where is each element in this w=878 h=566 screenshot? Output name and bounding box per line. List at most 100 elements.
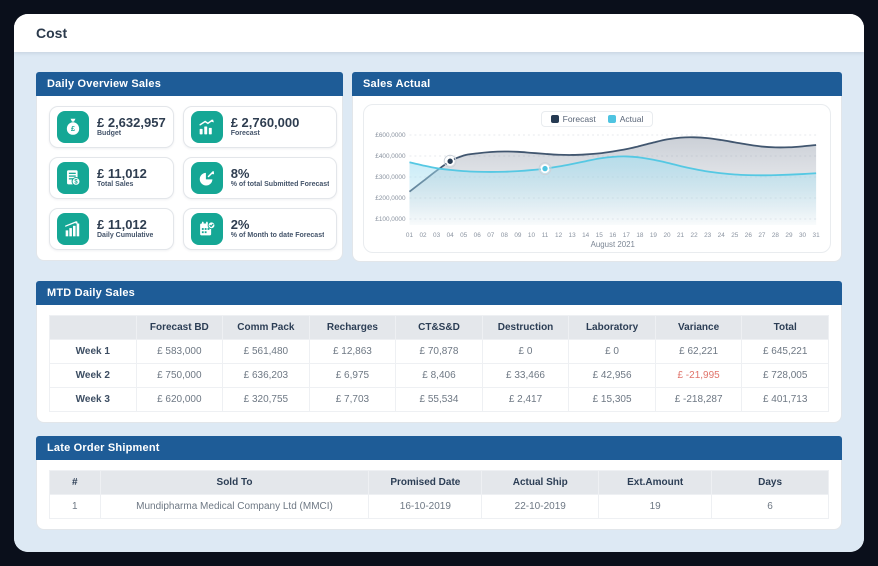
legend-swatch-forecast (550, 115, 559, 123)
mtd-column-header: Comm Pack (222, 315, 310, 340)
kpi-text: £ 11,012 Daily Cumulative (97, 218, 153, 241)
x-axis-tick-label: 17 (623, 232, 631, 239)
x-axis-tick-label: 25 (731, 232, 739, 239)
invoice-icon: $ (57, 162, 89, 194)
mtd-cell: £ 561,480 (222, 339, 310, 364)
late-column-header: Ext.Amount (598, 470, 713, 495)
y-axis-tick-label: £200,0000 (375, 195, 406, 202)
late-cell: 1 (49, 494, 101, 519)
mtd-cell: £ 0 (568, 339, 656, 364)
x-axis-tick-label: 22 (691, 232, 699, 239)
mtd-cell: £ 6,975 (308, 363, 397, 388)
mtd-cell: £ 8,406 (395, 363, 483, 388)
kpi-card-budget: £ £ 2,632,957 Budget (49, 106, 174, 148)
legend-item-forecast[interactable]: Forecast (550, 114, 596, 124)
kpi-card-forecast: £ 2,760,000 Forecast (182, 106, 338, 148)
late-cell: 22-10-2019 (481, 494, 600, 519)
mtd-cell: £ 55,534 (395, 387, 483, 412)
kpi-value: £ 11,012 (97, 217, 147, 232)
forecast-line (408, 136, 817, 193)
mtd-cell: £ 62,221 (654, 339, 743, 364)
x-axis-tick-label: 18 (636, 232, 644, 239)
kpi-value: £ 11,012 (97, 166, 147, 181)
y-axis-tick-label: £400,0000 (375, 153, 406, 160)
mtd-cell: £ 750,000 (135, 363, 224, 388)
pie-arrow-icon (190, 162, 223, 194)
sales-chart: Forecast Actual £600,0000 £400,0000 £300,00… (363, 104, 831, 253)
legend-label: Forecast (562, 114, 596, 124)
mtd-cell: £ -21,995 (654, 363, 743, 388)
mtd-cell: £ 583,000 (135, 339, 224, 364)
dashboard-page: Cost Daily Overview Sales £ £ 2,632,957 Bu… (14, 14, 864, 552)
mtd-column-header: Forecast BD (135, 315, 224, 340)
actual-marker[interactable] (540, 164, 550, 174)
mtd-cell: £ 15,305 (568, 387, 656, 412)
x-axis-tick-label: 06 (474, 232, 482, 239)
mtd-cell: £ 645,221 (741, 339, 829, 364)
x-axis-title: August 2021 (591, 240, 636, 249)
content-area: Daily Overview Sales £ £ 2,632,957 Budget £… (14, 52, 864, 552)
late-column-header: Sold To (99, 470, 370, 495)
x-axis-tick-label: 31 (813, 232, 821, 239)
kpi-label: Forecast (230, 130, 260, 138)
x-axis-tick-label: 21 (677, 232, 685, 239)
mtd-column-header: Laboratory (568, 315, 656, 340)
late-column-header: Promised Date (368, 470, 483, 495)
mtd-cell: £ 0 (481, 339, 570, 364)
panel-sales-actual: Sales Actual Forecast Actual £600,0000 £40… (352, 72, 842, 262)
panel-daily-overview-title: Daily Overview Sales (36, 72, 343, 96)
top-row: Daily Overview Sales £ £ 2,632,957 Budget £… (36, 72, 842, 262)
x-axis-tick-label: 19 (650, 232, 658, 239)
x-axis-tick-label: 23 (704, 232, 712, 239)
mtd-cell: £ 401,713 (741, 387, 829, 412)
mtd-cell: £ 620,000 (135, 387, 224, 412)
late-cell: 16-10-2019 (368, 494, 483, 519)
late-column-header: Days (711, 470, 829, 495)
x-axis-tick-label: 30 (799, 232, 807, 239)
x-axis-tick-label: 26 (745, 232, 753, 239)
kpi-value: £ 2,760,000 (230, 115, 300, 130)
actual-area (409, 156, 817, 225)
x-axis-tick-label: 29 (785, 232, 793, 239)
kpi-text: 8%% of total Submitted Forecast (231, 167, 330, 190)
panel-late-body: # Sold To Promised Date Actual Ship Ext.Amou… (36, 460, 842, 530)
x-axis-tick-label: 14 (582, 232, 590, 239)
kpi-label: Total Sales (97, 181, 134, 189)
mtd-week-label: Week 3 (49, 387, 137, 412)
legend-swatch-actual (607, 115, 616, 123)
x-axis-tick-label: 28 (772, 232, 780, 239)
x-axis-tick-label: 11 (542, 232, 549, 239)
x-axis-tick-label: 15 (596, 232, 604, 239)
growth-chart-icon (190, 111, 223, 143)
legend-item-actual[interactable]: Actual (607, 114, 644, 124)
panel-daily-overview-body: £ £ 2,632,957 Budget £ 2,760,000 Forecast $ £ … (36, 96, 343, 261)
legend-label: Actual (619, 114, 644, 124)
kpi-label: Daily Cumulative (97, 232, 154, 240)
mtd-table-header-row: Forecast BD Comm Pack Recharges CT&S&D Destr… (49, 315, 829, 340)
chart-legend-box: Forecast Actual (540, 111, 654, 127)
late-cell: Mundipharma Medical Company Ltd (MMCI) (99, 494, 370, 519)
mtd-column-header: Recharges (308, 315, 397, 340)
mtd-column-header (49, 315, 137, 340)
mtd-column-header: Total (741, 315, 829, 340)
kpi-text: £ 2,632,957 Budget (97, 116, 166, 139)
panel-late-title: Late Order Shipment (36, 436, 842, 460)
kpi-label: Budget (97, 130, 122, 138)
mtd-daily-sales-table: Forecast BD Comm Pack Recharges CT&S&D Destr… (49, 315, 829, 412)
chart-legend: Forecast Actual (370, 111, 824, 127)
x-axis-tick-label: 05 (460, 232, 468, 239)
x-axis-tick-label: 07 (487, 232, 495, 239)
kpi-card-total-sales: $ £ 11,012 Total Sales (49, 157, 174, 199)
x-axis-tick-label: 10 (528, 232, 536, 239)
kpi-text: 2%% of Month to date Forecast (231, 218, 325, 241)
late-table-row: 1 Mundipharma Medical Company Ltd (MMCI) 1… (49, 494, 829, 519)
forecast-marker[interactable] (445, 156, 455, 166)
kpi-text: £ 11,012 Total Sales (97, 167, 147, 190)
kpi-card--of-total-submitted-forecast: 8%% of total Submitted Forecast (182, 157, 338, 199)
page-header: Cost (14, 14, 864, 52)
mtd-cell: £ 728,005 (741, 363, 829, 388)
x-axis-tick-label: 04 (447, 232, 455, 239)
actual-line (409, 155, 817, 177)
mtd-column-header: Destruction (481, 315, 570, 340)
